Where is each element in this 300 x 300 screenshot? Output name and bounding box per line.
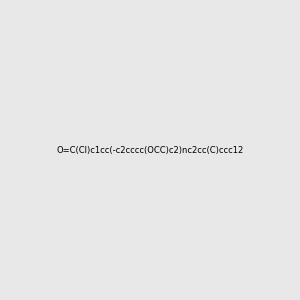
Text: O=C(Cl)c1cc(-c2cccc(OCC)c2)nc2cc(C)ccc12: O=C(Cl)c1cc(-c2cccc(OCC)c2)nc2cc(C)ccc12 xyxy=(56,146,244,154)
